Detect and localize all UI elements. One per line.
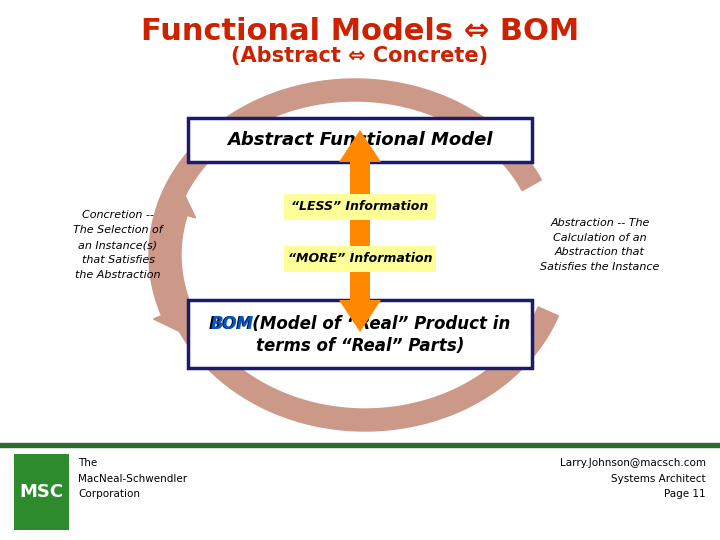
Text: BOM(Model of “Real” Product in: BOM(Model of “Real” Product in (210, 315, 510, 333)
Text: “LESS” Information: “LESS” Information (292, 200, 428, 213)
Text: Abstraction -- The
Calculation of an
Abstraction that
Satisfies the Instance: Abstraction -- The Calculation of an Abs… (540, 218, 660, 272)
Text: Abstract Functional Model: Abstract Functional Model (228, 131, 492, 149)
Polygon shape (158, 191, 196, 218)
Text: terms of “Real” Parts): terms of “Real” Parts) (256, 337, 464, 355)
Text: The
MacNeal-Schwendler
Corporation: The MacNeal-Schwendler Corporation (78, 458, 187, 499)
FancyBboxPatch shape (14, 454, 69, 530)
FancyBboxPatch shape (284, 194, 436, 220)
Polygon shape (339, 300, 381, 332)
Text: Concretion --
The Selection of
an Instance(s)
that Satisfies
the Abstraction: Concretion -- The Selection of an Instan… (73, 211, 163, 280)
Polygon shape (149, 79, 541, 316)
Text: BOM: BOM (211, 315, 254, 333)
Text: (Abstract ⇔ Concrete): (Abstract ⇔ Concrete) (231, 46, 489, 66)
FancyBboxPatch shape (188, 118, 532, 162)
FancyBboxPatch shape (188, 300, 532, 368)
FancyBboxPatch shape (284, 246, 436, 272)
Polygon shape (339, 130, 381, 162)
Polygon shape (159, 209, 558, 431)
Text: Functional Models ⇔ BOM: Functional Models ⇔ BOM (141, 17, 579, 46)
Text: MSC: MSC (19, 483, 63, 501)
Text: “MORE” Information: “MORE” Information (288, 252, 432, 265)
Text: Larry.Johnson@macsch.com
Systems Architect
Page 11: Larry.Johnson@macsch.com Systems Archite… (560, 458, 706, 499)
Polygon shape (153, 304, 190, 332)
FancyBboxPatch shape (350, 162, 370, 300)
